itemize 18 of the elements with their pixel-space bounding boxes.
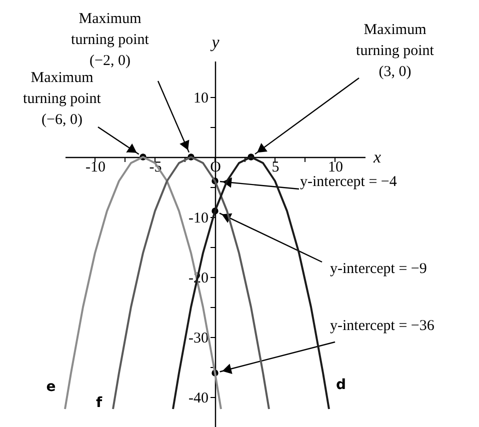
y-tick-label: -40 [188, 390, 208, 406]
y-tick-label: 10 [194, 90, 208, 106]
x-tick-label: -10 [86, 160, 106, 176]
x-tick-label: 5 [272, 160, 280, 176]
annotation: y-intercept = −4 [300, 174, 398, 190]
y-tick-label: -30 [188, 330, 208, 346]
series-label: e [46, 379, 56, 395]
x-axis-title: x [372, 148, 382, 166]
annotation: Maximum turning point (−6, 0) [23, 70, 102, 128]
annotation: Maximum turning point (3, 0) [356, 22, 435, 80]
y-tick-label: -10 [188, 210, 208, 226]
annotation: y-intercept = −9 [330, 261, 427, 277]
y-axis-title: y [210, 32, 220, 52]
x-tick-label: 10 [328, 160, 343, 176]
series-label: d [336, 377, 346, 393]
annotation: Maximum turning point (−2, 0) [71, 11, 150, 69]
series-label: f [96, 395, 103, 411]
annotation: y-intercept = −36 [330, 318, 435, 334]
